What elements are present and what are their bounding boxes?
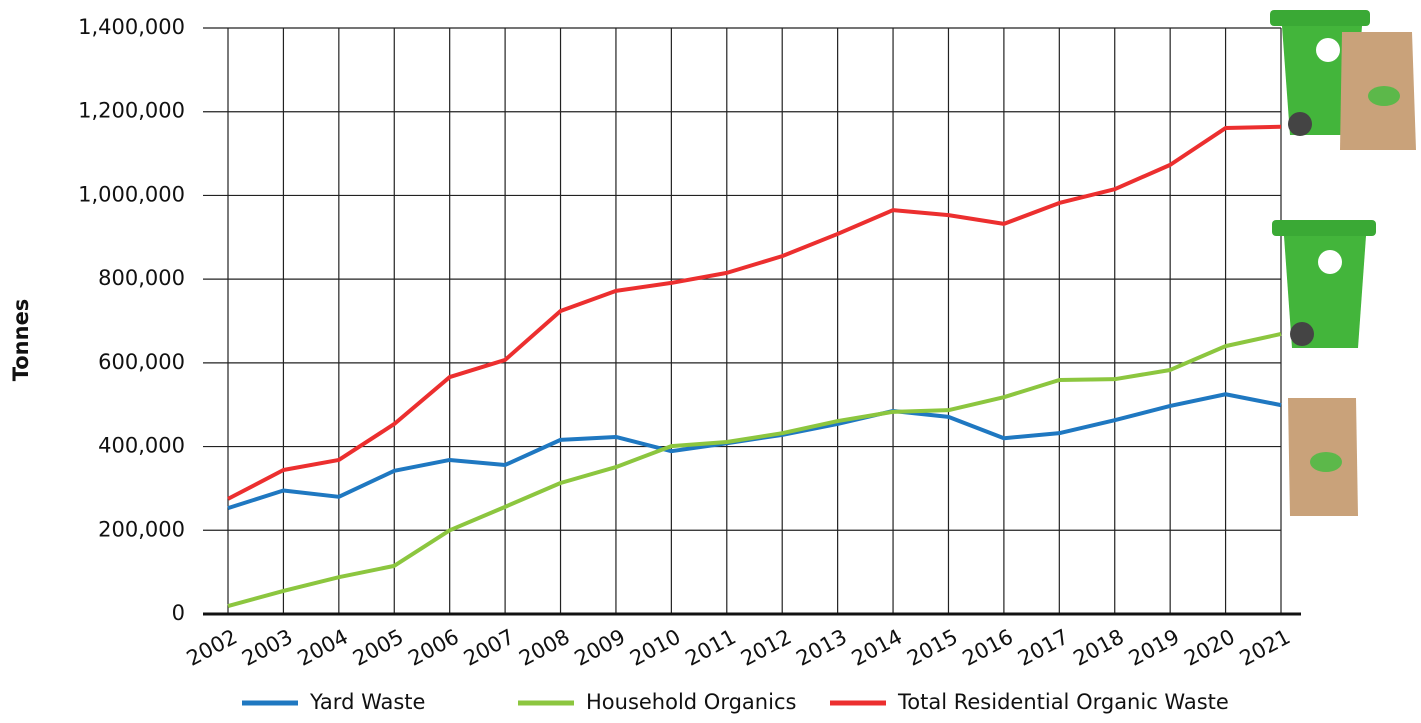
x-tick-label: 2004 bbox=[294, 625, 352, 671]
y-tick-label: 0 bbox=[172, 601, 185, 625]
legend-label: Total Residential Organic Waste bbox=[897, 690, 1229, 714]
y-axis-label: Tonnes bbox=[9, 299, 33, 382]
x-tick-label: 2003 bbox=[238, 625, 296, 671]
series-line bbox=[227, 124, 1282, 501]
series-line bbox=[227, 392, 1282, 511]
bin-icon bbox=[1272, 220, 1376, 348]
y-tick-label: 600,000 bbox=[98, 350, 185, 374]
x-tick-label: 2015 bbox=[903, 625, 961, 671]
x-tick-label: 2019 bbox=[1125, 625, 1183, 671]
x-tick-label: 2002 bbox=[183, 625, 241, 671]
x-tick-label: 2021 bbox=[1236, 625, 1294, 671]
x-tick-label: 2006 bbox=[404, 625, 462, 671]
x-tick-label: 2012 bbox=[737, 625, 795, 671]
x-tick-label: 2008 bbox=[515, 625, 573, 671]
series-line bbox=[227, 332, 1282, 608]
bag-icon bbox=[1288, 398, 1358, 516]
x-tick-label: 2016 bbox=[959, 625, 1017, 671]
bag-icon bbox=[1340, 32, 1416, 150]
x-tick-label: 2010 bbox=[626, 625, 684, 671]
x-tick-label: 2020 bbox=[1180, 625, 1238, 671]
x-tick-label: 2013 bbox=[792, 625, 850, 671]
x-tick-label: 2014 bbox=[848, 625, 906, 671]
y-tick-label: 1,200,000 bbox=[78, 99, 185, 123]
legend-label: Household Organics bbox=[586, 690, 796, 714]
x-tick-label: 2007 bbox=[460, 625, 518, 671]
y-tick-label: 200,000 bbox=[98, 517, 185, 541]
y-tick-label: 1,000,000 bbox=[78, 182, 185, 206]
x-tick-label: 2009 bbox=[571, 625, 629, 671]
x-tick-label: 2005 bbox=[349, 625, 407, 671]
y-tick-label: 1,400,000 bbox=[78, 15, 185, 39]
legend-label: Yard Waste bbox=[309, 690, 425, 714]
x-tick-label: 2017 bbox=[1014, 625, 1072, 671]
icons bbox=[1270, 10, 1416, 516]
y-tick-label: 800,000 bbox=[98, 266, 185, 290]
y-tick-label: 400,000 bbox=[98, 434, 185, 458]
x-tick-label: 2011 bbox=[681, 625, 739, 671]
x-tick-label: 2018 bbox=[1069, 625, 1127, 671]
